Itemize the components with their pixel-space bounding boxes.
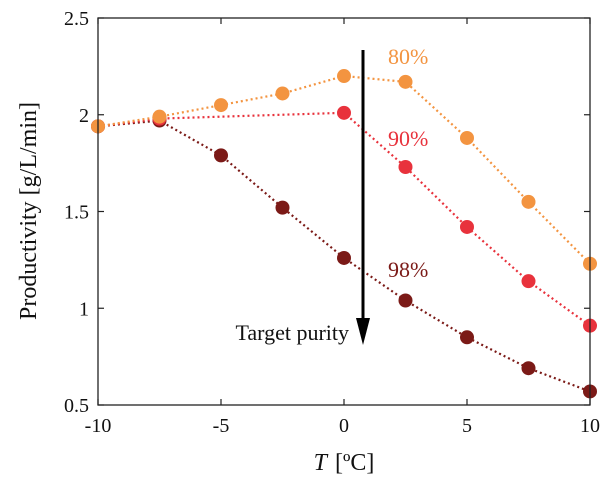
x-axis-variable: T [314, 450, 329, 476]
data-point [521, 194, 536, 209]
target-purity-label: Target purity [235, 320, 349, 345]
target-purity-arrow-head [356, 318, 370, 345]
x-axis-unit: [ºC] [335, 450, 374, 476]
series-80pct [91, 69, 597, 271]
data-point [214, 98, 228, 113]
x-tick-label: -10 [85, 415, 112, 437]
series-labels: 80% 90% 98% [388, 44, 428, 282]
series-line [97, 74, 591, 265]
data-point [337, 69, 351, 84]
data-point [521, 274, 536, 289]
data-point [460, 330, 474, 345]
x-tick-label: 0 [339, 415, 349, 437]
series-label: 90% [388, 126, 428, 151]
data-point [398, 74, 413, 89]
series-98pct [91, 113, 597, 399]
data-point [398, 293, 413, 308]
data-point [337, 250, 351, 265]
x-tick-label: 10 [580, 415, 600, 437]
y-tick-label: 1 [79, 298, 89, 320]
tick-marks [97, 17, 591, 406]
data-point [460, 130, 474, 145]
x-tick-label: -5 [213, 415, 230, 437]
target-purity-annotation: Target purity [235, 50, 370, 345]
series-label: 80% [388, 44, 428, 69]
data-point [398, 159, 413, 174]
data-point [275, 200, 290, 215]
plot-area [91, 69, 597, 399]
data-point [521, 361, 536, 376]
y-tick-label: 0.5 [64, 395, 89, 417]
series-90pct [91, 105, 597, 333]
x-tick-label: 5 [462, 415, 472, 437]
y-tick-label: 2 [79, 105, 89, 127]
series-label: 98% [388, 257, 428, 282]
y-axis-title: Productivity [g/L/min] [16, 102, 42, 320]
data-point [214, 148, 228, 163]
y-tick-label: 1.5 [64, 202, 89, 224]
data-point [460, 219, 474, 234]
series-line [97, 111, 591, 327]
x-axis-title: T [ºC] [314, 450, 375, 476]
series-line [97, 119, 591, 393]
data-point [275, 86, 290, 101]
y-tick-label: 2.5 [64, 8, 89, 30]
data-point [152, 109, 167, 124]
tick-labels: -10 -5 0 5 10 0.5 1 1.5 2 2.5 [64, 8, 600, 437]
data-point [337, 105, 351, 120]
